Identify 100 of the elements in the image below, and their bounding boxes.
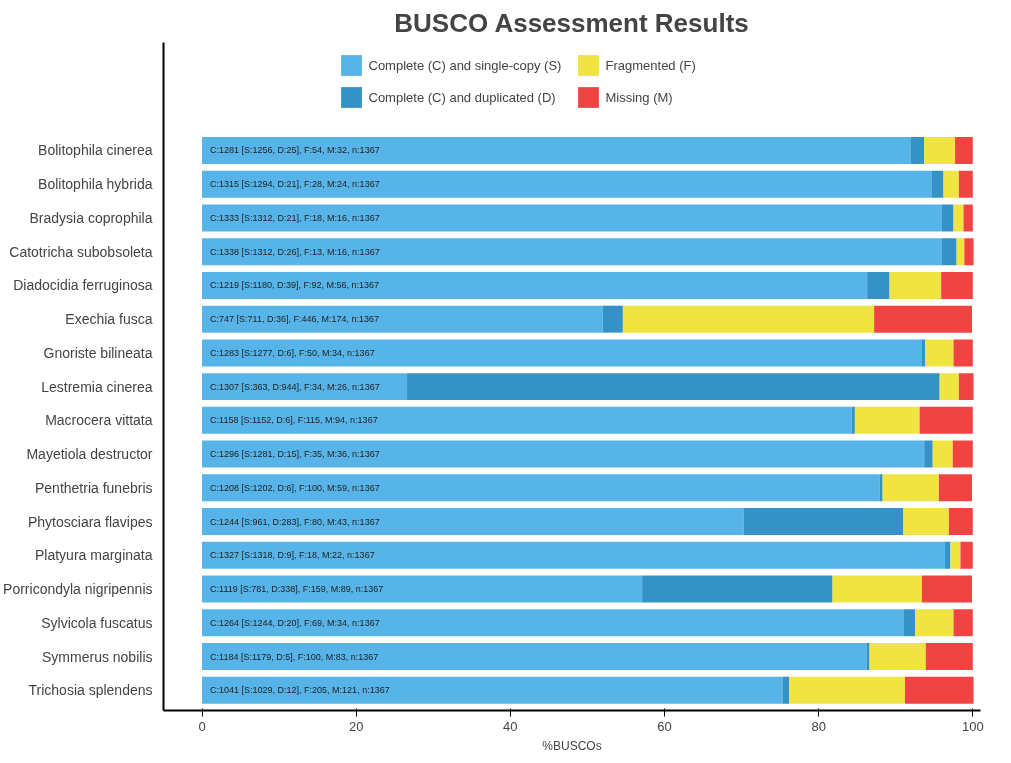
y-tick-label: Macrocera vittata: [45, 412, 153, 429]
bar: [867, 271, 890, 299]
annotation: C:1327 [S:1318, D:9], F:18, M:22, n:1367: [210, 550, 375, 561]
y-tick-label: Platyura marginata: [35, 547, 153, 564]
annotation: C:1184 [S:1179, D:5], F:100, M:83, n:1367: [210, 651, 379, 662]
bar: [202, 406, 852, 434]
bar: [952, 440, 973, 468]
bar: [921, 575, 973, 603]
annotation: C:1244 [S:961, D:283], F:80, M:43, n:1367: [210, 516, 380, 527]
bar: [938, 474, 973, 502]
bar: [941, 271, 973, 299]
bar: [202, 204, 942, 232]
y-tick-label: Penthetria funebris: [34, 479, 153, 496]
bar: [602, 305, 623, 333]
x-axis-title: %BUSCOs: [542, 738, 602, 753]
bar: [869, 643, 926, 671]
bar: [950, 541, 961, 569]
y-tick-label: Bradysia coprophila: [29, 209, 153, 226]
bar: [903, 609, 915, 637]
x-tick-label: 80: [811, 718, 826, 734]
bar: [958, 373, 974, 401]
bar: [958, 170, 973, 198]
bar: [921, 339, 926, 367]
bar: [882, 474, 939, 502]
bar: [202, 271, 868, 299]
bar: [622, 305, 875, 333]
bar: [874, 305, 973, 333]
annotation: C:1281 [S:1256, D:25], F:54, M:32, n:1367: [210, 145, 380, 156]
bar: [782, 676, 790, 704]
y-tick-label: Lestremia cinerea: [41, 378, 153, 395]
bar: [202, 136, 911, 164]
y-tick-label: Mayetiola destructor: [26, 446, 153, 463]
bar: [879, 474, 883, 502]
bar: [953, 609, 973, 637]
bar: [202, 339, 922, 367]
annotation: C:1208 [S:1202, D:6], F:100, M:59, n:1367: [210, 482, 380, 493]
bar: [932, 440, 953, 468]
annotation: C:1219 [S:1180, D:39], F:92, M:56, n:1367: [210, 280, 379, 291]
annotation: C:747 [S:711, D:36], F:446, M:174, n:1367: [210, 314, 379, 325]
y-tick-label: Porricondyla nigripennis: [3, 581, 153, 598]
y-tick-label: Symmerus nobilis: [42, 648, 153, 665]
bar: [943, 170, 959, 198]
bar: [941, 204, 954, 232]
bar: [642, 575, 833, 603]
annotation: C:1041 [S:1029, D:12], F:205, M:121, n:1367: [210, 685, 390, 696]
y-tick-label: Bolitophila cinerea: [38, 142, 153, 159]
bar: [914, 609, 954, 637]
bar: [743, 508, 904, 536]
bar: [925, 643, 973, 671]
legend-label: Complete (C) and single-copy (S): [368, 57, 563, 73]
bar: [407, 373, 940, 401]
annotation: C:1264 [S:1244, D:20], F:69, M:34, n:1367: [210, 617, 380, 628]
legend-label: Complete (C) and duplicated (D): [368, 89, 557, 105]
bar: [941, 238, 957, 266]
bar: [202, 575, 643, 603]
bar: [956, 238, 965, 266]
y-tick-label: Phytosciara flavipes: [28, 513, 153, 530]
bar: [904, 676, 974, 704]
y-tick-label: Catotricha subobsoleta: [9, 243, 153, 260]
bar: [939, 373, 959, 401]
x-tick-label: 40: [503, 718, 518, 734]
bar: [925, 339, 954, 367]
bar: [202, 676, 783, 704]
bar: [953, 204, 964, 232]
bar: [202, 643, 867, 671]
bar: [202, 440, 925, 468]
bar: [202, 541, 946, 569]
bar: [953, 339, 973, 367]
y-tick-label: Sylvicola fuscatus: [41, 614, 153, 631]
y-tick-label: Exechia fusca: [65, 311, 153, 328]
bar: [202, 609, 904, 637]
y-tick-label: Trichosia splendens: [28, 682, 153, 699]
x-tick-label: 0: [198, 718, 206, 734]
bar: [903, 508, 949, 536]
x-tick-label: 100: [961, 718, 984, 734]
bar: [960, 541, 973, 569]
bar: [924, 136, 956, 164]
bar: [789, 676, 905, 704]
bar: [832, 575, 922, 603]
y-tick-label: Gnoriste bilineata: [43, 344, 153, 361]
bar: [202, 170, 932, 198]
bar: [945, 541, 951, 569]
annotation: C:1283 [S:1277, D:6], F:50, M:34, n:1367: [210, 347, 375, 358]
bar: [202, 508, 744, 536]
bar: [202, 474, 880, 502]
bar: [202, 305, 603, 333]
legend-label: Missing (M): [605, 89, 674, 105]
y-tick-label: Bolitophila hybrida: [38, 176, 153, 193]
annotation: C:1119 [S:781, D:338], F:159, M:89, n:1367: [210, 584, 384, 595]
bar: [963, 204, 973, 232]
annotation: C:1338 [S:1312, D:26], F:13, M:16, n:1367: [210, 246, 380, 257]
bar: [955, 136, 973, 164]
bar: [924, 440, 933, 468]
annotation: C:1307 [S:363, D:944], F:34, M:26, n:1367: [210, 381, 380, 392]
x-tick-label: 20: [348, 718, 364, 734]
bar: [851, 406, 855, 434]
bar: [964, 238, 974, 266]
annotation: C:1315 [S:1294, D:21], F:28, M:24, n:1367: [210, 179, 380, 190]
x-tick-label: 60: [657, 718, 672, 734]
bar: [854, 406, 920, 434]
